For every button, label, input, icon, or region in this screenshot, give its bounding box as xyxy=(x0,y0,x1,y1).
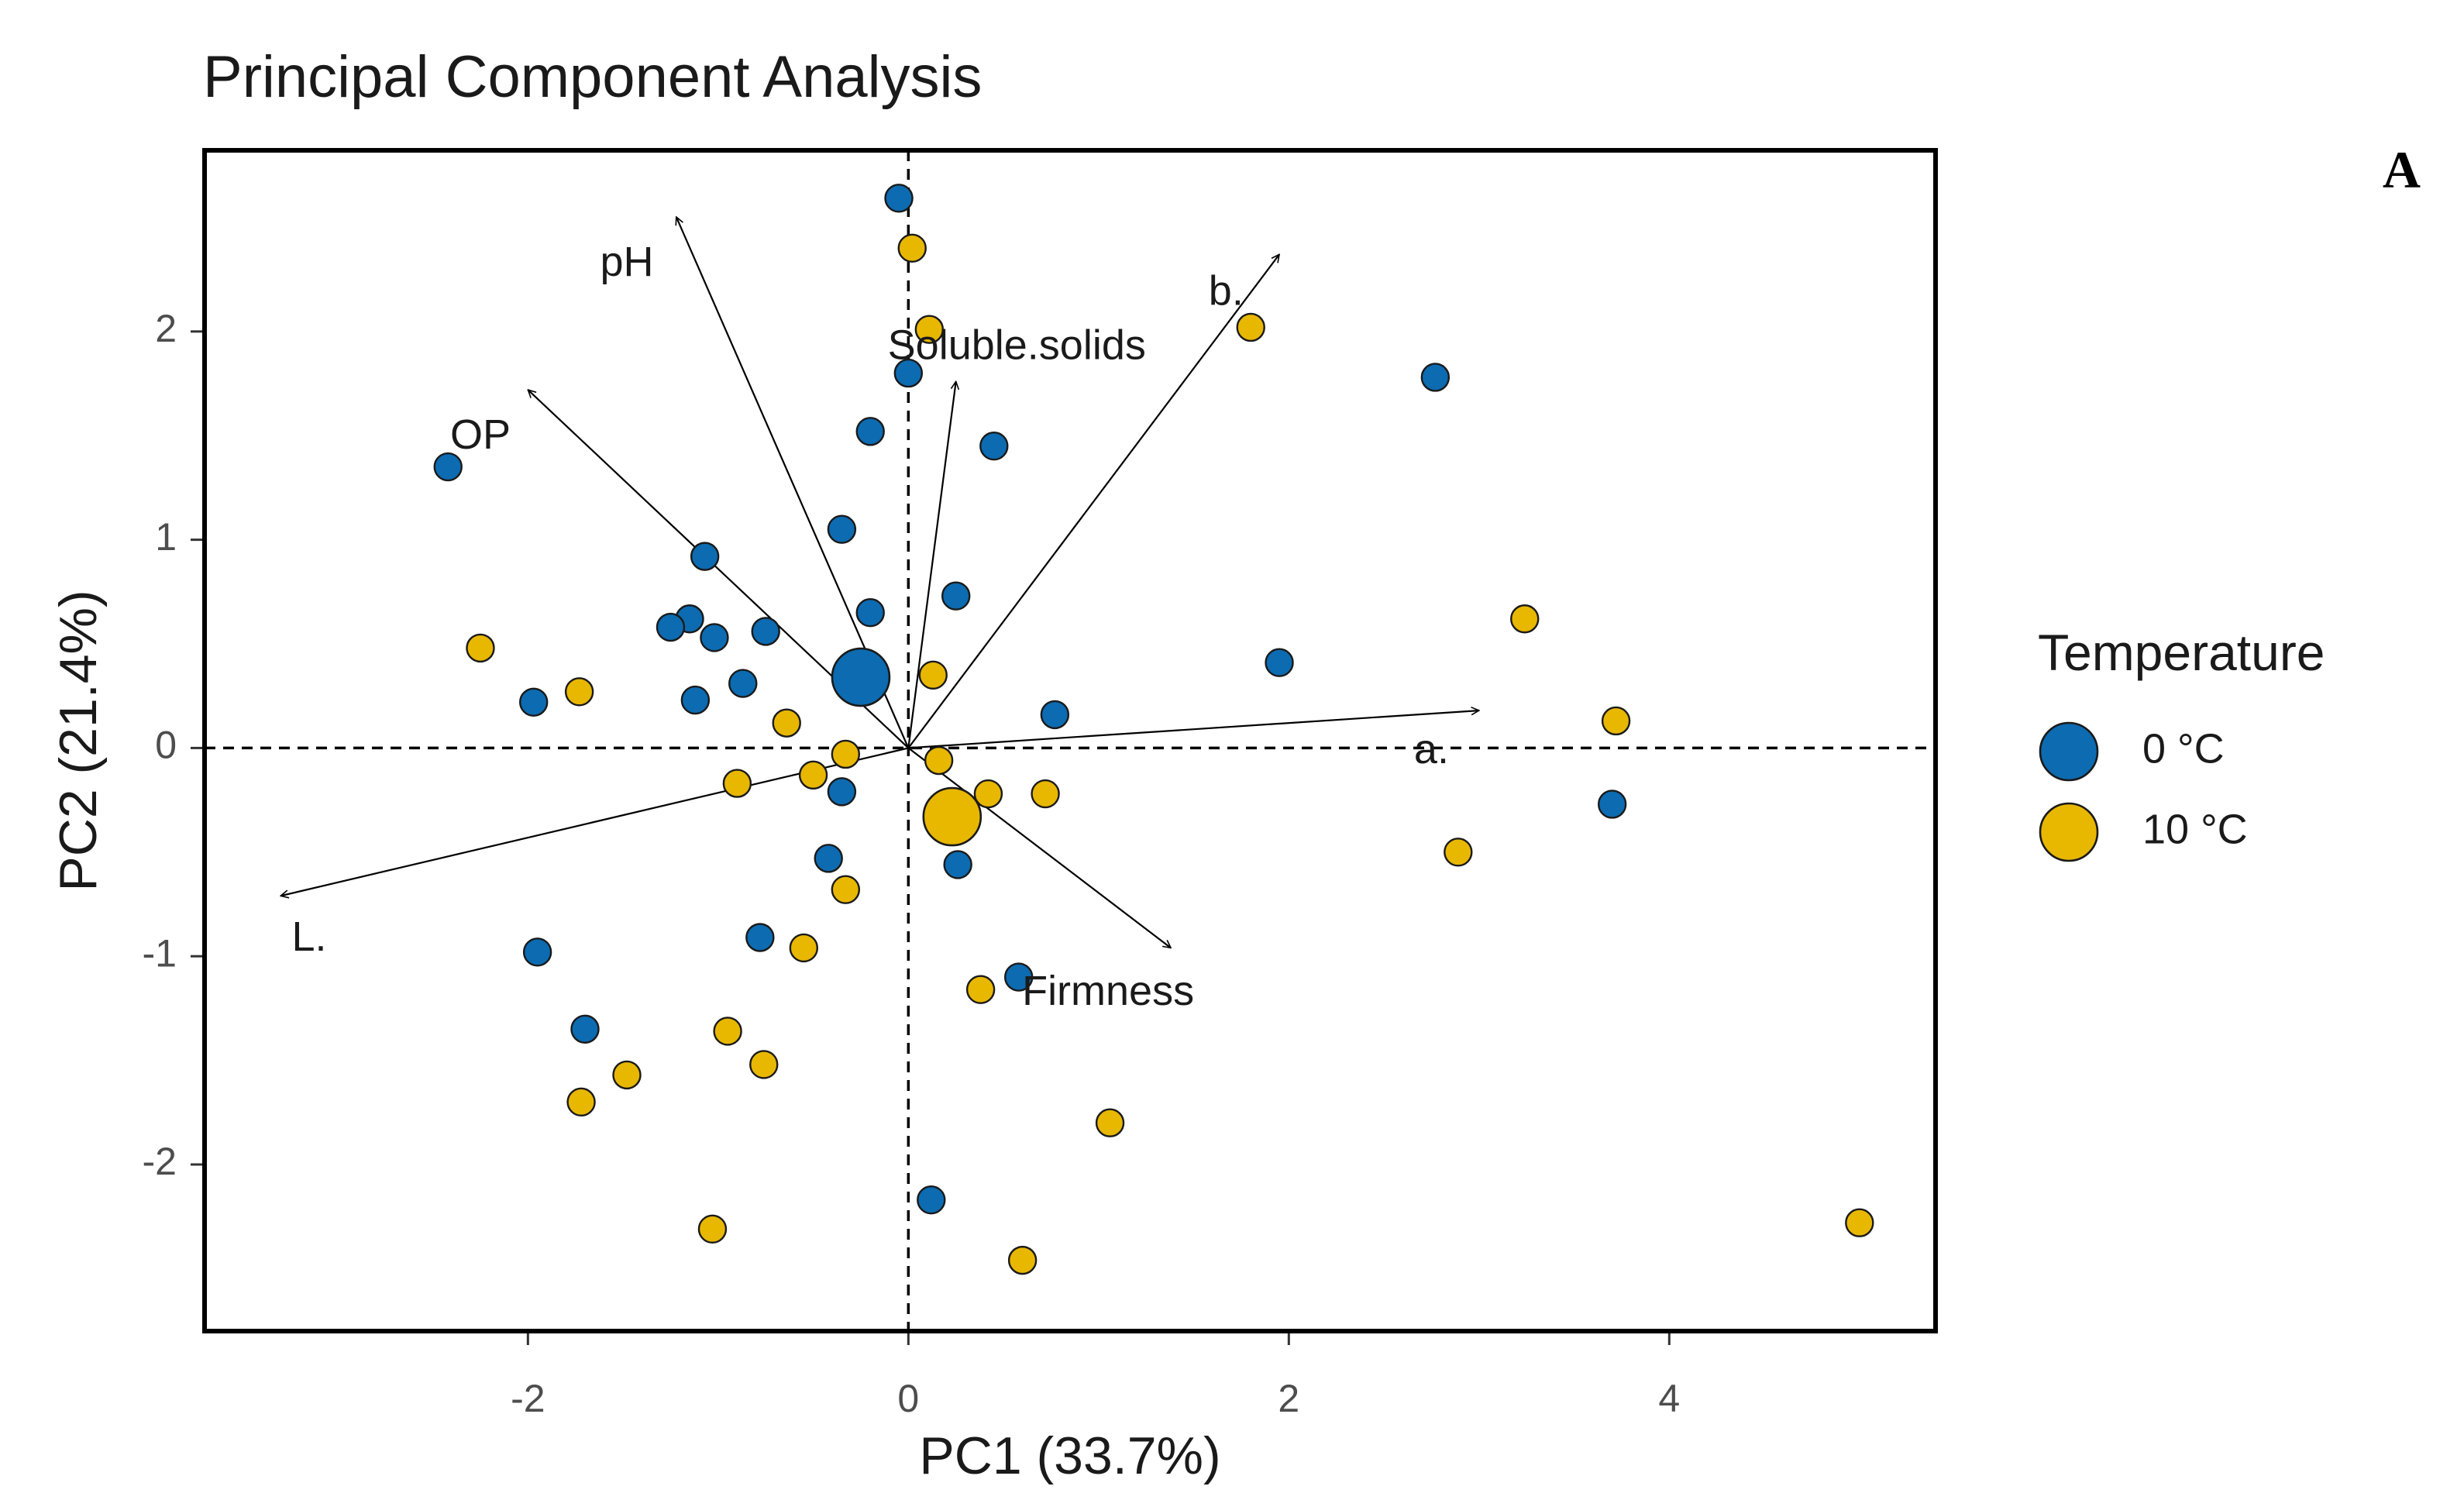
group-centroid xyxy=(922,786,983,847)
data-point xyxy=(690,542,720,571)
data-point xyxy=(697,1214,728,1244)
loading-label: L. xyxy=(291,913,326,960)
data-point xyxy=(745,923,775,952)
data-point xyxy=(612,1060,642,1090)
loading-label: Firmness xyxy=(1022,968,1194,1014)
data-point xyxy=(751,617,780,646)
group-centroid xyxy=(831,647,891,707)
data-point xyxy=(749,1050,779,1079)
data-point xyxy=(772,708,801,738)
data-point xyxy=(522,938,552,967)
data-point xyxy=(1265,648,1294,677)
data-point xyxy=(656,612,686,642)
legend-label: 10 °C xyxy=(2142,806,2248,852)
data-point xyxy=(713,1017,742,1046)
legend-title: Temperature xyxy=(2038,624,2325,681)
data-point xyxy=(466,633,495,663)
data-point xyxy=(570,1014,600,1044)
data-point xyxy=(789,933,819,963)
data-point xyxy=(1601,706,1631,736)
data-point xyxy=(1040,700,1070,730)
x-axis: -2 0 2 4 xyxy=(511,1333,1680,1420)
data-point xyxy=(855,597,885,628)
legend-label: 0 °C xyxy=(2142,725,2225,772)
data-point xyxy=(918,660,948,690)
legend: Temperature 0 °C 10 °C xyxy=(2038,624,2325,862)
data-point xyxy=(1004,962,1034,992)
data-point xyxy=(566,1087,596,1117)
reference-lines xyxy=(205,150,1936,1331)
data-point xyxy=(433,452,463,482)
y-tick-label: 2 xyxy=(155,307,177,350)
data-point xyxy=(1236,312,1265,342)
data-point xyxy=(893,358,924,388)
loading-arrow xyxy=(907,381,955,748)
data-point xyxy=(827,777,857,807)
y-axis: -2 -1 0 1 2 xyxy=(143,307,202,1183)
points-layer xyxy=(433,184,1874,1275)
data-point xyxy=(897,233,927,263)
data-point xyxy=(519,687,549,717)
y-tick-label: 0 xyxy=(155,724,177,767)
legend-swatch xyxy=(2039,802,2099,862)
data-point xyxy=(1420,363,1451,392)
y-axis-title: PC2 (21.4%) xyxy=(49,590,108,891)
x-tick-label: 2 xyxy=(1278,1377,1299,1420)
data-point xyxy=(1007,1245,1038,1275)
loading-label: pH xyxy=(600,239,653,285)
panel-label: A xyxy=(2383,140,2421,199)
loading-arrow xyxy=(908,710,1478,749)
data-point xyxy=(722,769,752,798)
y-tick-label: 1 xyxy=(155,515,177,559)
data-point xyxy=(965,975,996,1004)
loading-arrow xyxy=(907,747,1171,948)
legend-entries: 0 °C 10 °C xyxy=(2039,721,2248,862)
data-point xyxy=(827,514,857,544)
plot-frame xyxy=(202,148,1938,1333)
plot-panel: pH b. Soluble.solids OP a. L. Firmness xyxy=(202,148,1938,1333)
data-point xyxy=(1031,779,1060,809)
data-point xyxy=(798,760,828,790)
y-tick-label: -1 xyxy=(143,931,177,975)
y-tick-label: -2 xyxy=(143,1140,177,1183)
data-point xyxy=(973,779,1003,809)
data-point xyxy=(831,739,861,769)
x-tick-label: 4 xyxy=(1658,1377,1680,1420)
data-point xyxy=(917,1185,946,1215)
data-point xyxy=(1510,604,1540,634)
data-point xyxy=(941,581,971,611)
loading-arrow xyxy=(907,254,1279,749)
data-point xyxy=(1597,790,1627,819)
data-point xyxy=(943,850,972,879)
data-point xyxy=(700,623,729,652)
loading-labels: pH b. Soluble.solids OP a. L. Firmness xyxy=(291,239,1448,1014)
legend-swatch xyxy=(2039,721,2099,782)
chart-title: Principal Component Analysis xyxy=(203,44,982,110)
x-tick-label: 0 xyxy=(897,1377,919,1420)
data-point xyxy=(979,431,1009,461)
data-point xyxy=(924,745,954,776)
data-point xyxy=(680,685,711,715)
data-point xyxy=(884,184,914,213)
data-point xyxy=(855,417,885,446)
loading-label: Soluble.solids xyxy=(888,322,1146,369)
data-point xyxy=(914,315,945,344)
data-point xyxy=(564,677,594,707)
data-point xyxy=(1845,1208,1874,1237)
x-tick-label: -2 xyxy=(511,1377,545,1420)
data-point xyxy=(1095,1108,1125,1137)
data-point xyxy=(814,844,843,873)
loading-label: a. xyxy=(1414,726,1449,772)
data-point xyxy=(1444,838,1473,867)
x-axis-title: PC1 (33.7%) xyxy=(919,1426,1220,1485)
loading-label: b. xyxy=(1209,268,1244,315)
data-point xyxy=(831,875,861,904)
loading-label: OP xyxy=(450,411,511,458)
data-point xyxy=(728,669,758,698)
